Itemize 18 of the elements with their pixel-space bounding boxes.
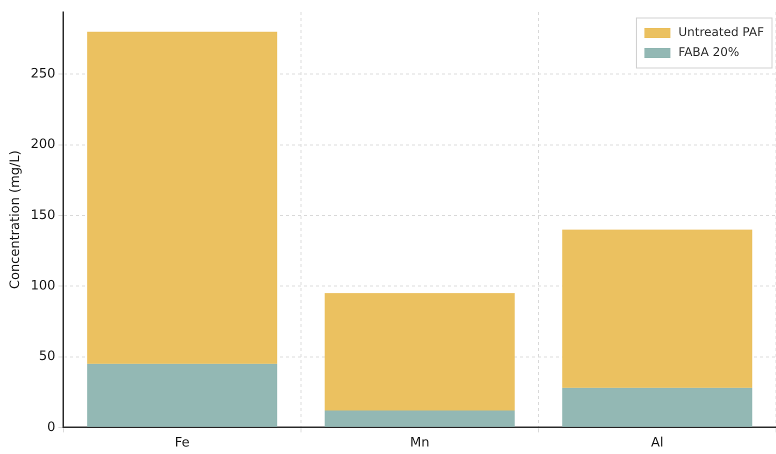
legend-label: FABA 20% — [678, 45, 740, 60]
x-tick-label: Fe — [174, 436, 190, 451]
y-tick-label: 50 — [38, 349, 56, 364]
bar — [87, 32, 278, 364]
bar — [562, 230, 752, 388]
bar — [324, 293, 515, 410]
y-tick-label: 150 — [30, 208, 56, 223]
y-tick-label: 200 — [30, 137, 56, 152]
bar — [324, 410, 515, 427]
y-tick-label: 0 — [47, 420, 56, 435]
y-tick-label: 100 — [30, 278, 56, 294]
y-tick-label: 250 — [30, 66, 56, 82]
bar — [87, 364, 278, 427]
bar — [562, 388, 752, 427]
x-tick-label: Al — [650, 436, 664, 451]
x-tick-label: Mn — [410, 436, 430, 451]
y-axis-title: Concentration (mg/L) — [8, 150, 24, 290]
legend-label: Untreated PAF — [678, 25, 764, 40]
